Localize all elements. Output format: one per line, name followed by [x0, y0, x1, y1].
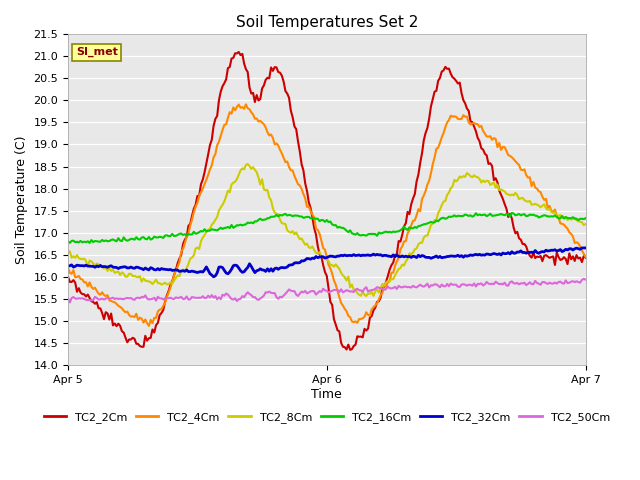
Title: Soil Temperatures Set 2: Soil Temperatures Set 2 — [236, 15, 418, 30]
Y-axis label: Soil Temperature (C): Soil Temperature (C) — [15, 135, 28, 264]
X-axis label: Time: Time — [312, 388, 342, 401]
Legend: TC2_2Cm, TC2_4Cm, TC2_8Cm, TC2_16Cm, TC2_32Cm, TC2_50Cm: TC2_2Cm, TC2_4Cm, TC2_8Cm, TC2_16Cm, TC2… — [39, 408, 614, 427]
Text: SI_met: SI_met — [76, 47, 118, 58]
